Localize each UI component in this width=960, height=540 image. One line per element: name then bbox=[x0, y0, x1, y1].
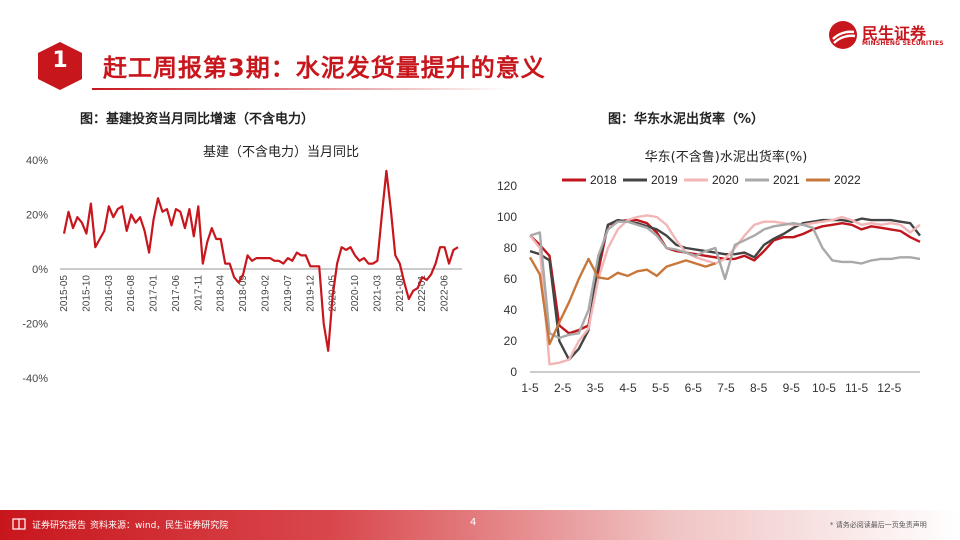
book-icon bbox=[12, 518, 26, 530]
y-tick-label: 0% bbox=[32, 264, 48, 276]
x-tick-label: 5-5 bbox=[652, 381, 670, 395]
legend-label: 2022 bbox=[834, 173, 861, 187]
x-tick-label: 8-5 bbox=[750, 381, 768, 395]
page-title: 赶工周报第3期：水泥发货量提升的意义 bbox=[103, 54, 546, 82]
x-tick-label: 7-5 bbox=[717, 381, 735, 395]
y-tick-label: 20% bbox=[26, 210, 48, 222]
logo-name-cn: 民生证券 bbox=[862, 24, 927, 43]
minsheng-logo: 民生证券 MINSHENG SECURITIES bbox=[828, 18, 944, 54]
minsheng-logo-icon bbox=[829, 21, 857, 49]
x-tick-label: 2021-03 bbox=[372, 275, 383, 312]
legend-label: 2019 bbox=[651, 173, 678, 187]
x-tick-label: 6-5 bbox=[685, 381, 703, 395]
footer-data-source: 资料来源：wind，民生证券研究院 bbox=[90, 521, 229, 531]
legend-label: 2018 bbox=[590, 173, 617, 187]
left-figure-caption: 图：基建投资当月同比增速（不含电力） bbox=[80, 112, 315, 127]
x-tick-label: 9-5 bbox=[783, 381, 801, 395]
y-tick-label: 0 bbox=[510, 365, 517, 379]
x-tick-label: 2016-08 bbox=[126, 275, 137, 312]
footer-bar bbox=[0, 510, 960, 540]
series-line-2019 bbox=[529, 217, 921, 361]
y-tick-label: -40% bbox=[22, 373, 48, 385]
x-tick-label: 2019-02 bbox=[260, 275, 271, 312]
x-tick-label: 2018-09 bbox=[238, 275, 249, 312]
x-tick-label: 12-5 bbox=[877, 381, 901, 395]
right-chart-title: 华东(不含鲁)水泥出货率(%) bbox=[645, 149, 808, 165]
x-tick-label: 2015-10 bbox=[81, 275, 92, 312]
x-tick-label: 2022-06 bbox=[440, 275, 451, 312]
x-tick-label: 2022-01 bbox=[417, 275, 428, 312]
series-line-2021 bbox=[529, 220, 921, 340]
series-line-2022 bbox=[528, 256, 716, 346]
y-tick-label: 100 bbox=[497, 210, 517, 224]
section-number-badge bbox=[38, 42, 82, 90]
y-tick-label: 120 bbox=[497, 179, 517, 193]
y-tick-label: 60 bbox=[504, 272, 518, 286]
x-tick-label: 11-5 bbox=[845, 381, 868, 395]
left-chart-title: 基建（不含电力）当月同比 bbox=[203, 144, 359, 160]
x-tick-label: 2017-11 bbox=[193, 275, 204, 311]
x-tick-label: 2017-06 bbox=[171, 275, 182, 312]
x-tick-label: 2020-10 bbox=[350, 275, 361, 312]
x-tick-label: 2018-04 bbox=[216, 275, 227, 312]
x-tick-label: 2016-03 bbox=[104, 275, 115, 312]
footer-disclaimer: * 请务必阅读最后一页免责声明 bbox=[830, 521, 927, 529]
x-tick-label: 2-5 bbox=[554, 381, 572, 395]
series-line-2020 bbox=[529, 214, 921, 366]
y-tick-label: 40 bbox=[504, 303, 518, 317]
legend-label: 2020 bbox=[712, 173, 739, 187]
title-underline bbox=[92, 88, 512, 90]
x-tick-label: 2015-05 bbox=[59, 275, 70, 312]
y-tick-label: 80 bbox=[504, 241, 518, 255]
x-tick-label: 2020-05 bbox=[328, 275, 339, 312]
section-number: 1 bbox=[52, 48, 68, 73]
legend-label: 2021 bbox=[773, 173, 800, 187]
series-line-infra-yoy bbox=[62, 169, 459, 352]
y-tick-label: 20 bbox=[504, 334, 518, 348]
page-number: 4 bbox=[470, 517, 477, 528]
y-tick-label: -20% bbox=[22, 319, 48, 331]
x-tick-label: 2017-01 bbox=[149, 275, 160, 312]
footer-report-type: 证券研究报告 bbox=[32, 521, 87, 531]
y-tick-label: 40% bbox=[26, 155, 48, 167]
x-tick-label: 3-5 bbox=[587, 381, 605, 395]
logo-name-en: MINSHENG SECURITIES bbox=[862, 40, 944, 47]
x-tick-label: 4-5 bbox=[619, 381, 637, 395]
x-tick-label: 2019-12 bbox=[305, 275, 316, 312]
x-tick-label: 2019-07 bbox=[283, 275, 294, 312]
x-tick-label: 10-5 bbox=[812, 381, 836, 395]
x-tick-label: 2021-08 bbox=[395, 275, 406, 312]
series-line-2018 bbox=[529, 218, 921, 335]
x-tick-label: 1-5 bbox=[521, 381, 539, 395]
right-figure-caption: 图：华东水泥出货率（%） bbox=[608, 112, 765, 127]
